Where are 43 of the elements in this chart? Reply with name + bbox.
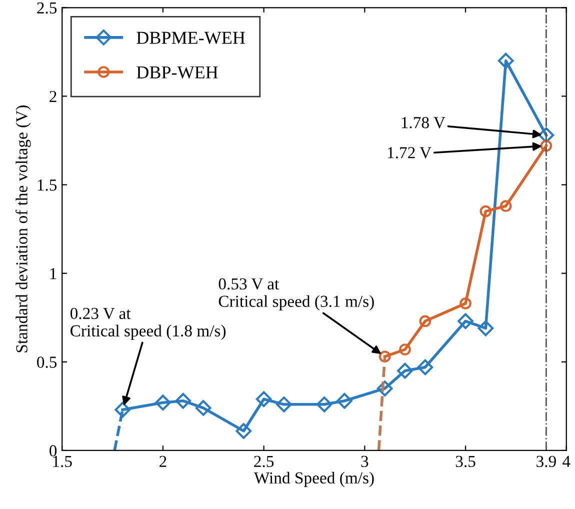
x-tick-label: 3.5 (456, 456, 476, 468)
point (540, 140, 552, 152)
point (399, 344, 411, 356)
point (114, 402, 131, 418)
point (175, 392, 192, 409)
annotation: 0.23 V at Critical speed (1.8 m/s) (70, 308, 226, 340)
point (538, 127, 554, 144)
y-tick-label: 1 (50, 268, 56, 280)
y-tick-label: 2.5 (37, 2, 57, 14)
point (458, 313, 474, 330)
point (419, 315, 432, 328)
point (336, 392, 352, 409)
point (460, 298, 472, 310)
point (376, 380, 393, 396)
x-tick-label: 2 (160, 456, 166, 467)
y-tick-label: 0.5 (37, 356, 57, 368)
legend-label: DBPME-WEH (136, 32, 245, 44)
point (417, 359, 434, 376)
point (378, 350, 391, 362)
y-tick-label: 1.5 (38, 180, 57, 191)
point (500, 200, 512, 212)
point (276, 396, 292, 412)
annotation: 0.53 V at Critical speed (3.1 m/s) (218, 278, 374, 310)
point (195, 400, 212, 416)
point (498, 52, 514, 69)
y-tick-label: 2 (50, 90, 56, 102)
point (480, 205, 492, 218)
x-tick-label: 4 (562, 456, 570, 467)
y-axis-title: Standard deviation of the voltage (V) (16, 106, 31, 352)
legend-label: DBP-WEH (136, 66, 218, 79)
point (256, 391, 272, 408)
point (397, 362, 413, 379)
y-tick-label: 0 (50, 445, 57, 456)
point (155, 394, 171, 411)
annotation: 1.78 V (402, 116, 446, 128)
point (478, 320, 494, 336)
point (236, 423, 252, 439)
x-tick-label: 3 (361, 456, 368, 468)
x-tick-label: 3.9 (536, 456, 556, 468)
annotation: 1.72 V (388, 147, 432, 158)
point (316, 396, 332, 412)
x-axis-title: Wind Speed (m/s) (254, 472, 374, 487)
x-tick-label: 2.5 (254, 456, 274, 468)
